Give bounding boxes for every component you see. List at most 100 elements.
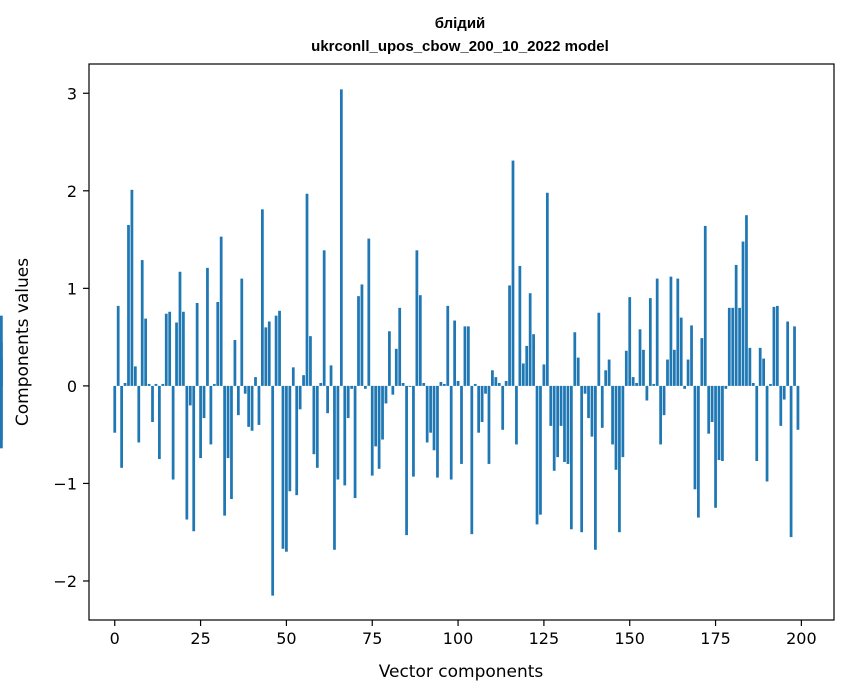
bar	[271, 385, 275, 596]
x-axis-label: Vector components	[379, 662, 544, 682]
bar	[669, 276, 673, 386]
bar	[133, 366, 137, 386]
bar	[209, 385, 213, 445]
bar	[542, 364, 546, 386]
bar	[116, 305, 120, 386]
bar	[161, 383, 165, 386]
bar	[381, 385, 384, 440]
bar	[607, 359, 611, 386]
plot-frame	[88, 63, 835, 621]
bar	[398, 307, 402, 386]
bar	[638, 329, 642, 386]
bar	[628, 297, 632, 386]
bar	[700, 338, 704, 386]
bar	[350, 385, 354, 389]
bar	[319, 382, 323, 386]
bar	[0, 385, 3, 449]
bar	[285, 385, 288, 552]
bar	[274, 315, 278, 386]
bar	[374, 385, 378, 447]
bar	[291, 367, 295, 386]
bar	[487, 385, 491, 464]
bar	[192, 385, 196, 532]
bar	[793, 326, 796, 386]
bar	[693, 385, 697, 490]
bar	[439, 381, 443, 386]
bar	[391, 385, 395, 395]
bar	[751, 382, 755, 386]
bar	[511, 160, 515, 386]
x-tick-label: 200	[786, 629, 817, 648]
bar	[552, 385, 556, 471]
bar	[532, 334, 535, 386]
bar	[494, 377, 498, 386]
x-tick-label: 125	[529, 629, 560, 648]
bar	[714, 385, 717, 508]
bar	[388, 331, 391, 386]
bar	[164, 313, 168, 386]
bar	[182, 311, 185, 386]
x-tick-label: 25	[190, 629, 210, 648]
bar	[250, 385, 254, 431]
bar	[339, 89, 343, 386]
bar	[158, 385, 161, 460]
bar	[587, 385, 590, 419]
bar	[405, 385, 408, 536]
bar	[473, 383, 477, 386]
bar	[261, 209, 264, 386]
bar	[123, 382, 127, 386]
bar	[364, 385, 367, 389]
bar	[408, 385, 412, 387]
bar	[566, 385, 570, 464]
bar	[216, 302, 220, 386]
bar	[569, 385, 573, 530]
bar	[422, 382, 426, 386]
bar	[652, 383, 656, 386]
bar	[648, 298, 652, 386]
bar	[521, 363, 525, 386]
bar	[635, 382, 638, 386]
bar	[353, 385, 357, 499]
bar	[140, 260, 144, 386]
bar	[436, 385, 439, 478]
bar	[425, 385, 429, 443]
bar	[645, 385, 649, 401]
y-tick-label: −2	[53, 572, 77, 591]
bar	[697, 385, 700, 518]
bar	[525, 345, 529, 386]
bar	[254, 377, 257, 386]
bar	[298, 385, 302, 410]
bar	[484, 385, 487, 394]
bar	[343, 385, 347, 486]
bar	[618, 385, 621, 533]
bar	[326, 385, 329, 414]
bar	[597, 312, 601, 386]
bar	[137, 385, 141, 443]
bar	[734, 264, 738, 386]
bar	[758, 347, 762, 386]
bar	[460, 385, 463, 464]
bar	[583, 385, 587, 394]
bar	[563, 385, 566, 462]
bar	[295, 385, 299, 496]
bar	[278, 310, 281, 386]
bar	[418, 295, 422, 386]
bar	[357, 296, 360, 386]
bar	[491, 370, 494, 386]
bar	[188, 385, 192, 406]
bar	[655, 278, 659, 386]
bar	[212, 383, 216, 386]
bar	[288, 385, 292, 492]
bar	[642, 349, 645, 386]
bar	[401, 382, 405, 386]
bar	[545, 192, 549, 386]
bar	[449, 385, 453, 480]
x-tick-label: 150	[614, 629, 645, 648]
bar	[223, 385, 226, 516]
bar	[717, 385, 721, 461]
bar	[236, 385, 240, 416]
bar	[683, 385, 687, 389]
bar	[779, 385, 783, 426]
bar	[233, 340, 237, 386]
bar	[624, 350, 628, 386]
